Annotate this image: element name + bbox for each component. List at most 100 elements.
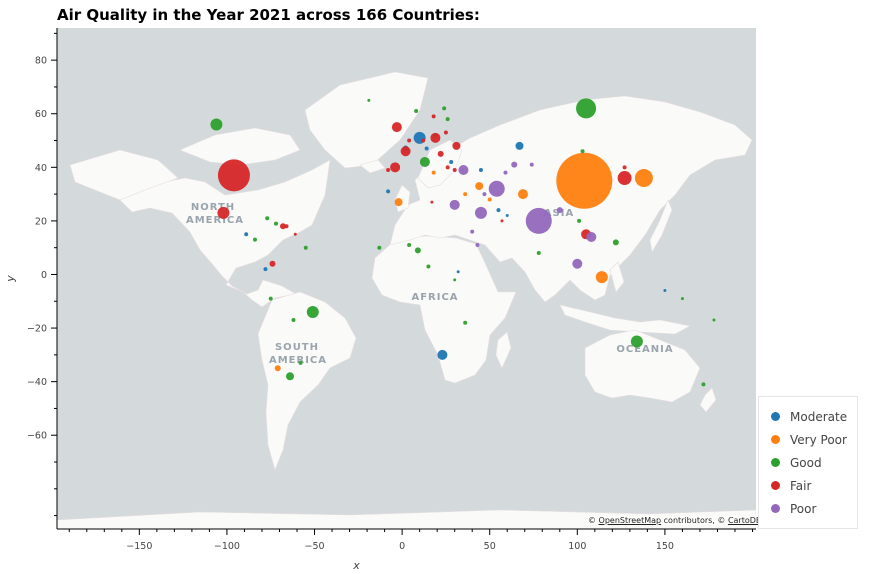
marker-very-poor[interactable]: [556, 152, 613, 209]
marker-moderate[interactable]: [496, 208, 501, 213]
marker-good[interactable]: [377, 245, 382, 250]
marker-poor[interactable]: [586, 231, 597, 242]
x-tick-label: 0: [399, 541, 405, 552]
marker-good[interactable]: [463, 320, 468, 325]
marker-good[interactable]: [612, 239, 619, 246]
marker-moderate[interactable]: [386, 189, 391, 194]
marker-poor[interactable]: [511, 161, 518, 168]
marker-fair[interactable]: [430, 200, 434, 204]
marker-poor[interactable]: [474, 206, 487, 219]
marker-good[interactable]: [536, 251, 541, 256]
marker-very-poor[interactable]: [487, 197, 492, 202]
marker-poor[interactable]: [475, 243, 480, 248]
marker-very-poor[interactable]: [463, 192, 468, 197]
marker-good[interactable]: [268, 296, 273, 301]
marker-very-poor[interactable]: [475, 182, 484, 191]
marker-moderate[interactable]: [456, 270, 460, 274]
marker-poor[interactable]: [488, 180, 505, 197]
marker-good[interactable]: [630, 335, 643, 348]
marker-fair[interactable]: [279, 223, 286, 230]
legend-item-fair[interactable]: Fair: [759, 474, 857, 497]
marker-fair[interactable]: [217, 159, 250, 192]
marker-good[interactable]: [407, 243, 412, 248]
marker-fair[interactable]: [430, 132, 441, 143]
marker-good[interactable]: [291, 318, 296, 323]
osm-link[interactable]: OpenStreetMap: [598, 516, 662, 525]
marker-good[interactable]: [419, 156, 430, 167]
marker-good[interactable]: [367, 98, 371, 102]
marker-poor[interactable]: [470, 229, 475, 234]
marker-good[interactable]: [576, 98, 597, 119]
marker-good[interactable]: [273, 221, 278, 226]
marker-poor[interactable]: [503, 170, 508, 175]
marker-good[interactable]: [298, 360, 303, 365]
marker-good[interactable]: [426, 264, 431, 269]
marker-good[interactable]: [265, 216, 270, 221]
marker-poor[interactable]: [529, 162, 534, 167]
marker-moderate[interactable]: [663, 289, 667, 293]
marker-fair[interactable]: [500, 219, 504, 223]
y-axis-label: y: [4, 275, 17, 283]
marker-poor[interactable]: [482, 192, 487, 197]
marker-good[interactable]: [210, 118, 223, 131]
marker-good[interactable]: [445, 117, 450, 122]
marker-fair[interactable]: [445, 165, 450, 170]
marker-fair[interactable]: [400, 146, 411, 157]
marker-good[interactable]: [680, 297, 684, 301]
legend-item-very-poor[interactable]: Very Poor: [759, 428, 857, 451]
marker-fair[interactable]: [622, 165, 627, 170]
marker-moderate[interactable]: [244, 232, 249, 237]
marker-good[interactable]: [414, 247, 421, 254]
marker-very-poor[interactable]: [431, 170, 436, 175]
marker-good[interactable]: [303, 245, 308, 250]
legend-item-good[interactable]: Good: [759, 451, 857, 474]
marker-poor[interactable]: [572, 258, 583, 269]
legend-item-poor[interactable]: Poor: [759, 497, 857, 520]
marker-good[interactable]: [577, 218, 582, 223]
marker-moderate[interactable]: [515, 141, 524, 150]
marker-very-poor[interactable]: [634, 169, 653, 188]
marker-moderate[interactable]: [424, 146, 429, 151]
marker-fair[interactable]: [391, 122, 402, 133]
marker-fair[interactable]: [421, 138, 426, 143]
marker-fair[interactable]: [386, 167, 391, 172]
marker-fair[interactable]: [431, 114, 436, 119]
marker-moderate[interactable]: [449, 159, 454, 164]
marker-moderate[interactable]: [437, 349, 448, 360]
marker-good[interactable]: [252, 237, 257, 242]
marker-fair[interactable]: [293, 232, 297, 236]
marker-very-poor[interactable]: [394, 198, 403, 207]
marker-poor[interactable]: [556, 207, 563, 214]
marker-poor[interactable]: [525, 207, 552, 234]
marker-good[interactable]: [414, 109, 419, 114]
marker-good[interactable]: [286, 372, 294, 381]
marker-poor[interactable]: [449, 199, 460, 210]
marker-moderate[interactable]: [505, 214, 509, 218]
marker-very-poor[interactable]: [595, 271, 608, 284]
carto-link[interactable]: CartoDB: [727, 516, 762, 525]
marker-poor[interactable]: [458, 164, 469, 175]
marker-fair[interactable]: [617, 171, 632, 186]
marker-good[interactable]: [453, 278, 457, 282]
legend-item-moderate[interactable]: Moderate: [759, 405, 857, 428]
marker-fair[interactable]: [407, 138, 412, 143]
marker-fair[interactable]: [217, 206, 230, 219]
marker-fair[interactable]: [443, 130, 448, 135]
marker-fair[interactable]: [284, 224, 289, 229]
marker-moderate[interactable]: [478, 167, 483, 172]
scatter-markers[interactable]: [210, 98, 716, 387]
marker-moderate[interactable]: [263, 267, 268, 272]
marker-fair[interactable]: [437, 150, 444, 157]
marker-good[interactable]: [701, 382, 706, 387]
marker-good[interactable]: [712, 318, 716, 322]
marker-good[interactable]: [580, 149, 585, 154]
marker-good[interactable]: [442, 106, 447, 111]
marker-good[interactable]: [306, 305, 319, 318]
marker-fair[interactable]: [452, 167, 457, 172]
marker-very-poor[interactable]: [274, 365, 281, 372]
marker-fair[interactable]: [452, 141, 461, 150]
marker-very-poor[interactable]: [518, 189, 528, 200]
marker-fair[interactable]: [269, 260, 276, 267]
marker-fair[interactable]: [390, 162, 401, 173]
